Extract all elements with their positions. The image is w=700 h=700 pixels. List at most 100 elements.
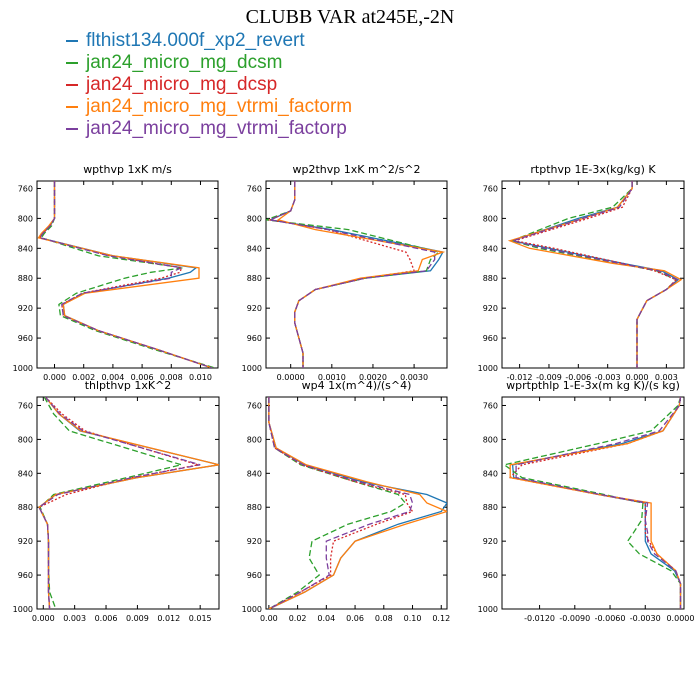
x-tick-label: -0.006 bbox=[565, 373, 591, 382]
series-line-2 bbox=[509, 181, 678, 368]
x-tick-label: 0.000 bbox=[32, 614, 55, 623]
y-tick-label: 920 bbox=[18, 537, 33, 546]
y-tick-label: 800 bbox=[483, 214, 498, 223]
y-tick-label: 1000 bbox=[478, 364, 498, 373]
series-line-4 bbox=[268, 397, 447, 609]
panel-frame bbox=[265, 396, 448, 610]
series-line-2 bbox=[268, 397, 407, 609]
y-tick-label: 1000 bbox=[242, 364, 262, 373]
y-tick-label: 840 bbox=[18, 469, 33, 478]
series-line-2 bbox=[502, 397, 682, 609]
series-line-5 bbox=[515, 397, 682, 609]
x-tick-label: 0.006 bbox=[131, 373, 154, 382]
legend-swatch-3 bbox=[66, 83, 78, 86]
y-tick-label: 880 bbox=[18, 274, 33, 283]
x-tick-label: 0.003 bbox=[63, 614, 86, 623]
series-line-1 bbox=[267, 181, 444, 368]
series-line-5 bbox=[510, 181, 679, 368]
x-tick-label: 0.002 bbox=[72, 373, 95, 382]
x-tick-label: 0.015 bbox=[189, 614, 212, 623]
series-line-3 bbox=[514, 181, 678, 368]
series-line-4 bbox=[276, 181, 446, 368]
x-tick-label: 0.010 bbox=[189, 373, 212, 382]
panel-frame bbox=[501, 396, 685, 610]
y-tick-label: 960 bbox=[18, 334, 33, 343]
x-tick-label: 0.003 bbox=[655, 373, 678, 382]
x-tick-label: 0.000 bbox=[43, 373, 66, 382]
series-line-3 bbox=[508, 397, 682, 609]
panel-title: wprtpthlp 1-E-3x(m kg K)/(s kg) bbox=[506, 379, 680, 392]
panel-3: rtpthvp 1E-3x(kg/kg) K 760 800 840 880 920 960… bbox=[478, 163, 685, 382]
x-tick-label: -0.0120 bbox=[524, 614, 555, 623]
panel-frame bbox=[36, 396, 220, 610]
y-tick-label: 960 bbox=[247, 571, 262, 580]
y-tick-label: 880 bbox=[483, 274, 498, 283]
y-tick-label: 880 bbox=[18, 503, 33, 512]
y-tick-label: 920 bbox=[18, 304, 33, 313]
panel-frame bbox=[36, 180, 219, 369]
panel-5: wp4 1x(m^4)/(s^4)76080084088092096010000… bbox=[242, 379, 451, 623]
y-tick-label: 960 bbox=[483, 334, 498, 343]
legend-swatch-2 bbox=[66, 61, 78, 64]
x-tick-label: -0.0090 bbox=[559, 614, 590, 623]
x-tick-label: 0.08 bbox=[375, 614, 393, 623]
x-tick-label: -0.003 bbox=[595, 373, 621, 382]
y-tick-label: 800 bbox=[483, 435, 498, 444]
y-tick-label: 920 bbox=[483, 304, 498, 313]
y-tick-label: 1000 bbox=[478, 605, 498, 614]
series-line-2 bbox=[39, 397, 184, 609]
legend-label-4: jan24_micro_mg_vtrmi_factorm bbox=[86, 96, 353, 117]
legend-label-1: flthist134.000f_xp2_revert bbox=[86, 30, 305, 51]
y-tick-label: 800 bbox=[18, 435, 33, 444]
series-line-1 bbox=[511, 397, 682, 609]
legend-item-3: jan24_micro_mg_dcsp bbox=[66, 74, 352, 96]
legend-label-5: jan24_micro_mg_vtrmi_factorp bbox=[86, 118, 347, 139]
panel-title: wp4 1x(m^4)/(s^4) bbox=[302, 379, 412, 392]
y-tick-label: 760 bbox=[18, 184, 33, 193]
legend-label-2: jan24_micro_mg_dcsm bbox=[86, 52, 283, 73]
y-tick-label: 960 bbox=[483, 571, 498, 580]
y-tick-label: 920 bbox=[483, 537, 498, 546]
x-tick-label: 0.000 bbox=[626, 373, 649, 382]
y-tick-label: 760 bbox=[247, 184, 262, 193]
panel-title: thlpthvp 1xK^2 bbox=[85, 379, 172, 392]
y-tick-label: 880 bbox=[247, 503, 262, 512]
x-tick-label: 0.0010 bbox=[318, 373, 346, 382]
y-tick-label: 840 bbox=[483, 469, 498, 478]
legend-swatch-4 bbox=[66, 105, 78, 108]
y-tick-label: 1000 bbox=[13, 364, 33, 373]
series-line-1 bbox=[38, 397, 219, 609]
y-tick-label: 880 bbox=[247, 274, 262, 283]
panel-4: thlpthvp 1xK^276080084088092096010000.00… bbox=[13, 379, 220, 623]
panel-6: wprtpthlp 1-E-3x(m kg K)/(s kg) 760 800 840… bbox=[478, 379, 695, 623]
y-tick-label: 840 bbox=[483, 244, 498, 253]
y-tick-label: 1000 bbox=[242, 605, 262, 614]
y-tick-label: 840 bbox=[247, 244, 262, 253]
series-line-4 bbox=[509, 397, 682, 609]
legend-swatch-1 bbox=[66, 39, 78, 42]
x-tick-label: 0.006 bbox=[95, 614, 118, 623]
series-line-5 bbox=[38, 397, 201, 609]
x-tick-label: 0.008 bbox=[160, 373, 183, 382]
x-tick-label: 0.02 bbox=[289, 614, 307, 623]
x-tick-label: 0.04 bbox=[317, 614, 335, 623]
legend-swatch-5 bbox=[66, 127, 78, 130]
x-tick-label: 0.0030 bbox=[400, 373, 428, 382]
y-tick-label: 760 bbox=[247, 401, 262, 410]
panel-frame bbox=[501, 180, 685, 369]
x-tick-label: -0.0060 bbox=[595, 614, 626, 623]
y-tick-label: 800 bbox=[18, 214, 33, 223]
y-tick-label: 840 bbox=[247, 469, 262, 478]
series-line-5 bbox=[267, 181, 436, 368]
y-tick-label: 960 bbox=[247, 334, 262, 343]
y-tick-label: 920 bbox=[247, 304, 262, 313]
x-tick-label: -0.0030 bbox=[630, 614, 661, 623]
x-tick-label: -0.012 bbox=[507, 373, 533, 382]
series-line-3 bbox=[38, 397, 199, 609]
series-line-4 bbox=[507, 181, 683, 368]
series-line-4 bbox=[37, 181, 213, 368]
y-tick-label: 800 bbox=[247, 435, 262, 444]
x-tick-label: 0.06 bbox=[346, 614, 364, 623]
series-line-5 bbox=[268, 397, 414, 609]
